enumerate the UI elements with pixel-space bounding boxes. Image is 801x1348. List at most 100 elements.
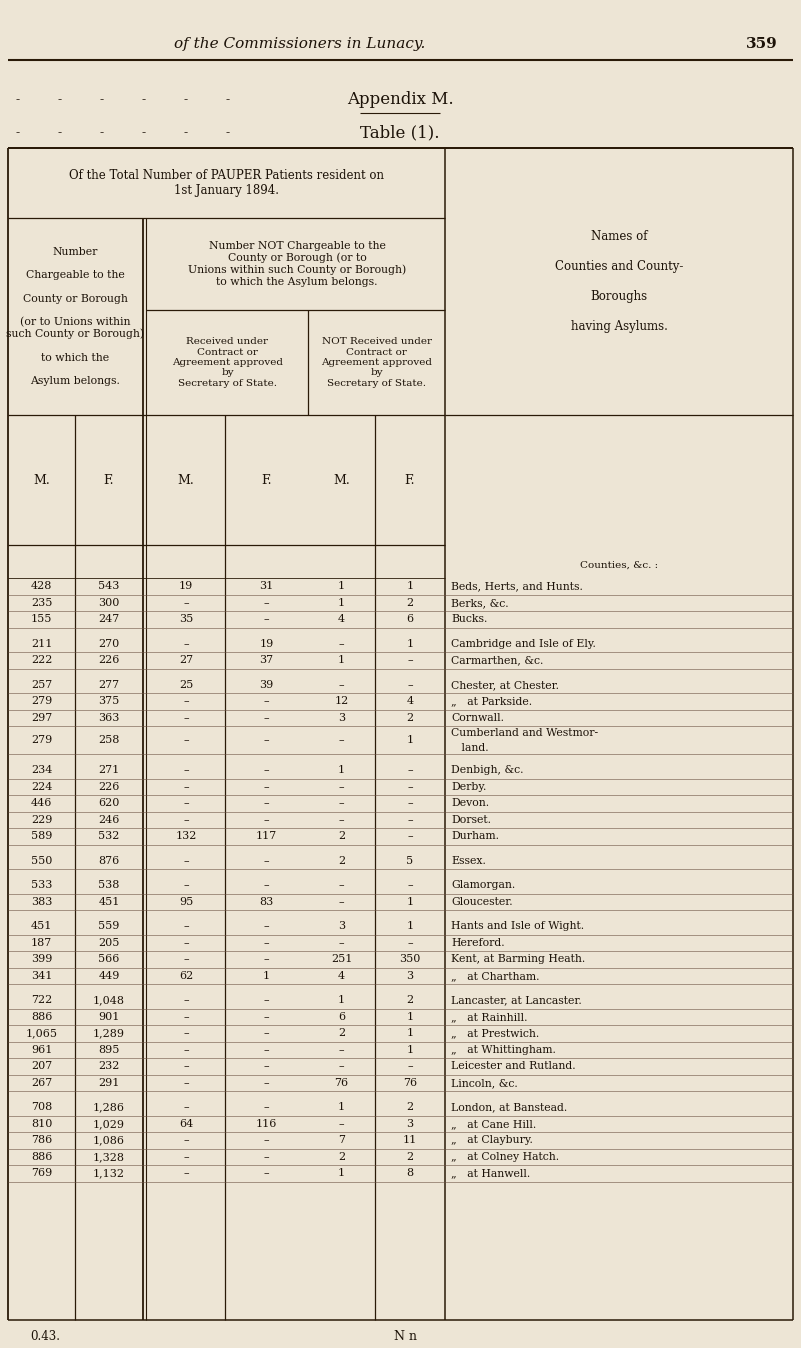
Text: 27: 27: [179, 655, 193, 666]
Text: –: –: [339, 896, 344, 907]
Text: –: –: [183, 995, 189, 1006]
Text: –: –: [183, 1078, 189, 1088]
Text: „   at Hanwell.: „ at Hanwell.: [451, 1169, 530, 1178]
Text: Beds, Herts, and Hunts.: Beds, Herts, and Hunts.: [451, 581, 583, 592]
Text: 155: 155: [30, 615, 52, 624]
Text: –: –: [339, 814, 344, 825]
Text: Hereford.: Hereford.: [451, 938, 505, 948]
Text: –: –: [264, 1151, 269, 1162]
Text: –: –: [407, 1061, 413, 1072]
Text: –: –: [339, 938, 344, 948]
Text: –: –: [183, 782, 189, 791]
Text: 428: 428: [30, 581, 52, 592]
Text: –: –: [264, 1029, 269, 1038]
Text: 566: 566: [99, 954, 119, 964]
Text: 876: 876: [99, 856, 119, 865]
Text: –: –: [183, 1151, 189, 1162]
Text: 341: 341: [30, 971, 52, 981]
Text: 1,048: 1,048: [93, 995, 125, 1006]
Text: 76: 76: [403, 1078, 417, 1088]
Text: –: –: [264, 1135, 269, 1146]
Text: Gloucester.: Gloucester.: [451, 896, 513, 907]
Text: 11: 11: [403, 1135, 417, 1146]
Text: 39: 39: [260, 679, 274, 690]
Text: Table (1).: Table (1).: [360, 124, 440, 142]
Text: –: –: [339, 798, 344, 809]
Text: –: –: [339, 679, 344, 690]
Text: 279: 279: [31, 697, 52, 706]
Text: -: -: [184, 93, 188, 106]
Text: –: –: [339, 1061, 344, 1072]
Text: 446: 446: [30, 798, 52, 809]
Text: –: –: [183, 1045, 189, 1054]
Text: 1,086: 1,086: [93, 1135, 125, 1146]
Text: Essex.: Essex.: [451, 856, 486, 865]
Text: 2: 2: [406, 1103, 413, 1112]
Text: 234: 234: [30, 766, 52, 775]
Text: –: –: [407, 782, 413, 791]
Text: F.: F.: [405, 473, 415, 487]
Text: 2: 2: [338, 1029, 345, 1038]
Text: 589: 589: [30, 832, 52, 841]
Text: -: -: [58, 93, 62, 106]
Text: –: –: [264, 856, 269, 865]
Text: 1: 1: [406, 1029, 413, 1038]
Text: –: –: [264, 597, 269, 608]
Text: 232: 232: [99, 1061, 119, 1072]
Text: „   at Cane Hill.: „ at Cane Hill.: [451, 1119, 536, 1128]
Text: 258: 258: [99, 735, 119, 745]
Text: –: –: [264, 615, 269, 624]
Text: NOT Received under
Contract or
Agreement approved
by
Secretary of State.: NOT Received under Contract or Agreement…: [321, 337, 432, 388]
Text: Devon.: Devon.: [451, 798, 489, 809]
Text: 35: 35: [179, 615, 193, 624]
Text: –: –: [264, 1012, 269, 1022]
Text: 722: 722: [31, 995, 52, 1006]
Text: 538: 538: [99, 880, 119, 890]
Text: –: –: [264, 1078, 269, 1088]
Text: -: -: [100, 127, 104, 139]
Text: –: –: [339, 639, 344, 648]
Text: 1,029: 1,029: [93, 1119, 125, 1128]
Text: 2: 2: [338, 832, 345, 841]
Text: Received under
Contract or
Agreement approved
by
Secretary of State.: Received under Contract or Agreement app…: [172, 337, 283, 388]
Text: –: –: [264, 880, 269, 890]
Text: 0.43.: 0.43.: [30, 1329, 60, 1343]
Text: –: –: [183, 697, 189, 706]
Text: –: –: [264, 1061, 269, 1072]
Text: 886: 886: [30, 1151, 52, 1162]
Text: 2: 2: [338, 856, 345, 865]
Text: -: -: [226, 93, 230, 106]
Text: 229: 229: [30, 814, 52, 825]
Text: –: –: [183, 713, 189, 723]
Text: –: –: [183, 954, 189, 964]
Text: –: –: [407, 814, 413, 825]
Text: Lancaster, at Lancaster.: Lancaster, at Lancaster.: [451, 995, 582, 1006]
Text: 1: 1: [338, 597, 345, 608]
Text: 4: 4: [338, 971, 345, 981]
Text: –: –: [264, 735, 269, 745]
Text: 383: 383: [30, 896, 52, 907]
Text: of the Commissioners in Lunacy.: of the Commissioners in Lunacy.: [175, 36, 425, 51]
Text: 8: 8: [406, 1169, 413, 1178]
Text: 359: 359: [746, 36, 778, 51]
Text: 2: 2: [406, 1151, 413, 1162]
Text: –: –: [264, 713, 269, 723]
Text: Durham.: Durham.: [451, 832, 499, 841]
Text: 6: 6: [338, 1012, 345, 1022]
Text: 37: 37: [260, 655, 274, 666]
Text: 1: 1: [406, 581, 413, 592]
Text: 1: 1: [406, 896, 413, 907]
Text: –: –: [183, 798, 189, 809]
Text: –: –: [183, 1135, 189, 1146]
Text: Kent, at Barming Heath.: Kent, at Barming Heath.: [451, 954, 586, 964]
Text: –: –: [339, 1119, 344, 1128]
Text: Appendix M.: Appendix M.: [347, 92, 453, 108]
Text: 83: 83: [260, 896, 274, 907]
Text: –: –: [183, 735, 189, 745]
Text: 895: 895: [99, 1045, 119, 1054]
Text: –: –: [264, 798, 269, 809]
Text: 1,132: 1,132: [93, 1169, 125, 1178]
Text: 95: 95: [179, 896, 193, 907]
Text: Counties, &c. :: Counties, &c. :: [580, 561, 658, 570]
Text: –: –: [339, 735, 344, 745]
